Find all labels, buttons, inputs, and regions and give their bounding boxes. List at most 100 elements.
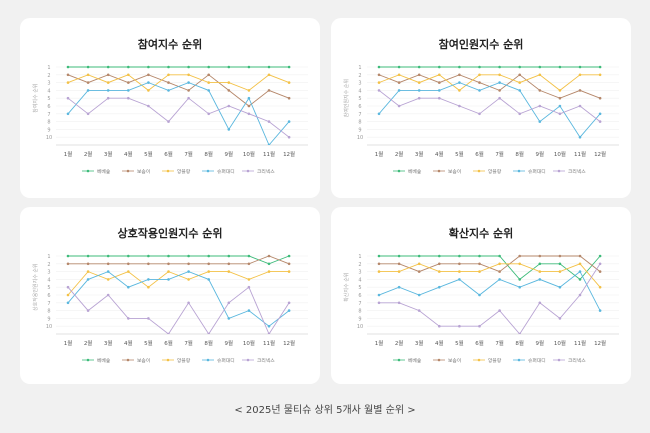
data-point — [287, 262, 291, 266]
data-point — [578, 270, 582, 273]
data-point — [417, 81, 421, 84]
y-tick-label: 2 — [358, 262, 361, 268]
data-point — [207, 81, 210, 84]
x-tick-label: 12월 — [594, 150, 606, 158]
series-0 — [377, 254, 602, 281]
legend-marker — [166, 358, 170, 362]
data-point — [66, 262, 70, 266]
data-point — [127, 262, 130, 266]
legend-label: 크리넥스 — [568, 168, 586, 175]
series-1 — [66, 254, 291, 266]
data-point — [578, 254, 582, 258]
data-point — [397, 301, 401, 305]
data-point — [478, 262, 481, 266]
data-point — [187, 254, 190, 258]
data-point — [66, 301, 70, 305]
y-tick-label: 7 — [47, 112, 50, 118]
data-point — [187, 262, 190, 266]
data-point — [478, 254, 481, 258]
data-point — [538, 254, 542, 258]
data-point — [558, 270, 562, 273]
x-tick-label: 4월 — [435, 339, 444, 347]
y-tick-label: 2 — [47, 73, 50, 79]
data-point — [538, 73, 542, 77]
y-tick-label: 9 — [47, 127, 50, 133]
data-point — [417, 96, 421, 100]
y-tick-label: 9 — [358, 127, 361, 133]
data-point — [458, 73, 461, 77]
x-tick-label: 8월 — [515, 339, 524, 347]
data-point — [377, 89, 381, 92]
data-point — [498, 73, 501, 77]
data-point — [498, 278, 501, 281]
legend-label: 베베숲 — [408, 168, 422, 175]
legend-marker — [557, 358, 561, 362]
data-point — [518, 89, 521, 92]
data-point — [518, 112, 521, 116]
data-point — [227, 301, 231, 305]
data-point — [66, 254, 70, 258]
data-point — [187, 73, 190, 77]
data-point — [538, 262, 542, 266]
series-4 — [66, 285, 291, 334]
data-point — [518, 285, 521, 289]
data-point — [267, 120, 271, 123]
data-point — [478, 89, 481, 92]
data-point — [227, 254, 231, 258]
data-point — [498, 65, 501, 69]
data-point — [86, 89, 90, 92]
data-point — [227, 128, 231, 131]
data-point — [167, 73, 170, 77]
chart-title: 상호작용인원지수 순위 — [117, 226, 222, 240]
data-point — [207, 89, 210, 92]
data-point — [167, 262, 170, 266]
y-axis-label: 상호작용인원지수 순위 — [32, 263, 39, 311]
y-tick-label: 3 — [47, 81, 50, 87]
data-point — [578, 89, 582, 92]
data-point — [518, 262, 521, 266]
data-point — [377, 293, 381, 297]
x-tick-label: 6월 — [164, 150, 173, 158]
legend-label: 보솜이 — [137, 357, 150, 364]
data-point — [538, 270, 542, 273]
legend-label: 크리넥스 — [257, 168, 275, 175]
data-point — [227, 65, 231, 69]
x-tick-label: 7월 — [495, 339, 504, 347]
data-point — [438, 262, 441, 266]
data-point — [147, 73, 150, 77]
data-point — [147, 89, 150, 92]
x-tick-label: 8월 — [515, 150, 524, 158]
y-tick-label: 8 — [47, 120, 50, 126]
data-point — [127, 96, 130, 100]
data-point — [397, 254, 401, 258]
data-point — [417, 270, 421, 273]
data-point — [397, 81, 401, 84]
data-point — [267, 324, 271, 328]
series-4 — [66, 96, 291, 139]
data-point — [377, 65, 381, 69]
legend-label: 앙블랑 — [177, 357, 191, 364]
data-point — [538, 301, 542, 305]
data-point — [558, 317, 562, 320]
data-point — [438, 73, 441, 77]
y-tick-label: 7 — [47, 301, 50, 307]
legend-marker — [86, 358, 90, 362]
y-tick-label: 9 — [358, 316, 361, 322]
chart-title: 참여지수 순위 — [138, 37, 203, 51]
data-point — [66, 285, 70, 289]
data-point — [558, 254, 562, 258]
x-tick-label: 6월 — [475, 150, 484, 158]
legend-label: 베베숲 — [97, 168, 111, 175]
data-point — [127, 81, 130, 84]
data-point — [498, 254, 501, 258]
x-tick-label: 5월 — [455, 150, 464, 158]
series-line — [67, 286, 290, 334]
y-axis-label: 확산지수 순위 — [343, 273, 350, 302]
legend-label: 보솜이 — [448, 168, 461, 175]
data-point — [287, 301, 291, 305]
data-point — [558, 65, 562, 69]
data-point — [106, 65, 110, 69]
chart-card-spread: 확산지수 순위 확산지수 순위 1 2 3 4 5 6 7 8 9 10 1월 2월 3월 4월 5월 6월 7월 8… — [331, 207, 631, 384]
y-tick-label: 3 — [47, 270, 50, 276]
